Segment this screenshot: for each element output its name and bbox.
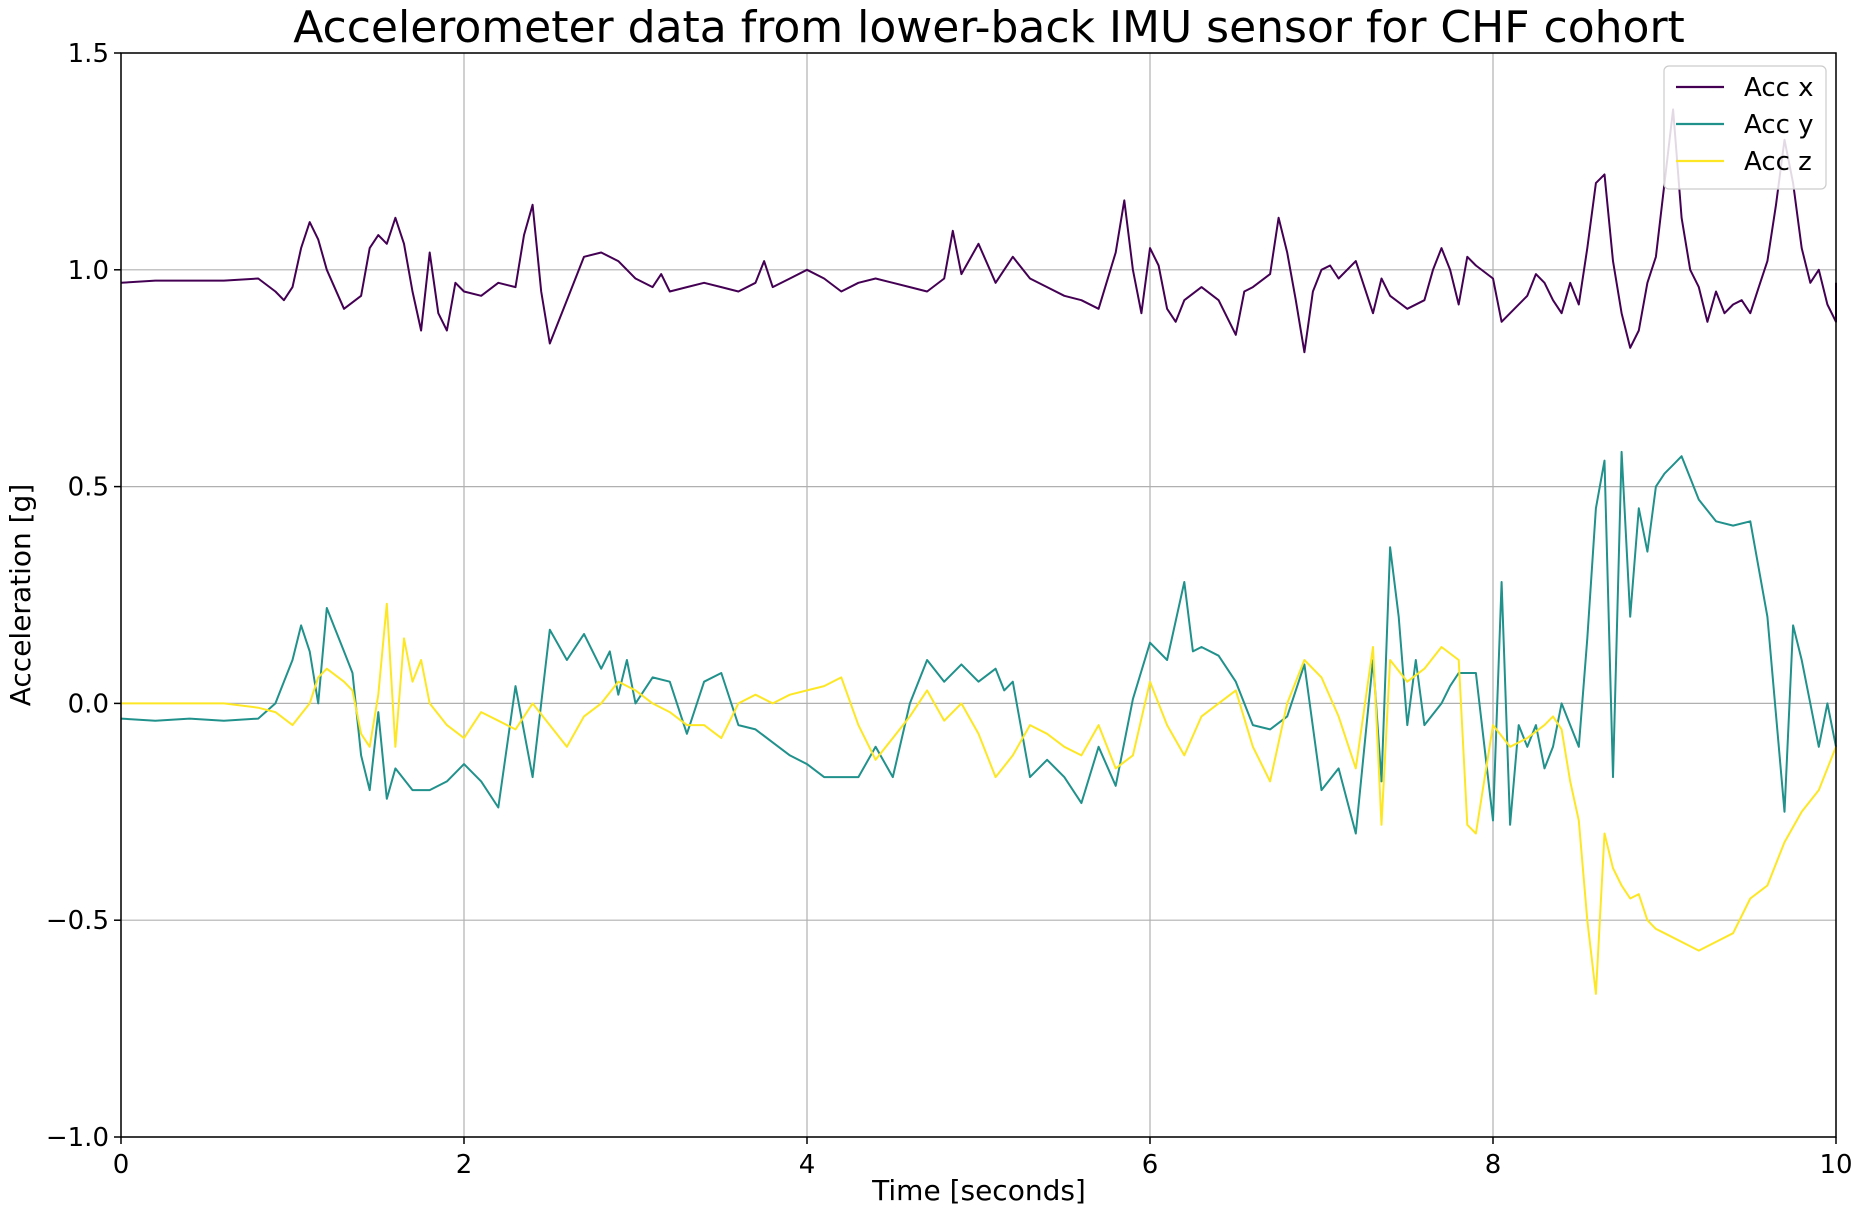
x-tick-label: 10: [1819, 1150, 1852, 1180]
plot-frame: [120, 52, 1837, 1138]
y-axis-label: Acceleration [g]: [4, 484, 37, 707]
x-tick-label: 2: [456, 1150, 473, 1180]
series-line-acc-z: [121, 602, 1837, 995]
grid-lines: [120, 52, 1837, 1138]
y-tick-label: −0.5: [46, 906, 109, 936]
legend-label: Acc x: [1744, 73, 1814, 103]
legend: Acc x Acc y Acc z: [1663, 65, 1827, 190]
x-axis-label: Time [seconds]: [871, 1174, 1086, 1207]
y-tick-label: 1.5: [68, 39, 109, 69]
series-line-acc-y: [120, 450, 1837, 835]
legend-label: Acc y: [1744, 110, 1814, 140]
y-tick-label: −1.0: [46, 1123, 109, 1153]
series-lines: [120, 108, 1837, 995]
x-tick-label: 0: [113, 1150, 130, 1180]
axis-ticks: 0 2 4 6 8 10 −1.0 −0.5 0.0 0.5 1.0 1.5: [46, 39, 1853, 1180]
y-tick-label: 0.5: [68, 473, 109, 503]
y-tick-label: 1.0: [68, 256, 109, 286]
legend-label: Acc z: [1744, 147, 1812, 177]
x-tick-label: 6: [1142, 1150, 1159, 1180]
series-line-acc-x: [120, 108, 1837, 354]
x-tick-label: 8: [1485, 1150, 1502, 1180]
x-tick-label: 4: [799, 1150, 816, 1180]
legend-box: [1663, 65, 1827, 190]
chart-title: Accelerometer data from lower-back IMU s…: [293, 2, 1685, 53]
y-tick-label: 0.0: [68, 689, 109, 719]
